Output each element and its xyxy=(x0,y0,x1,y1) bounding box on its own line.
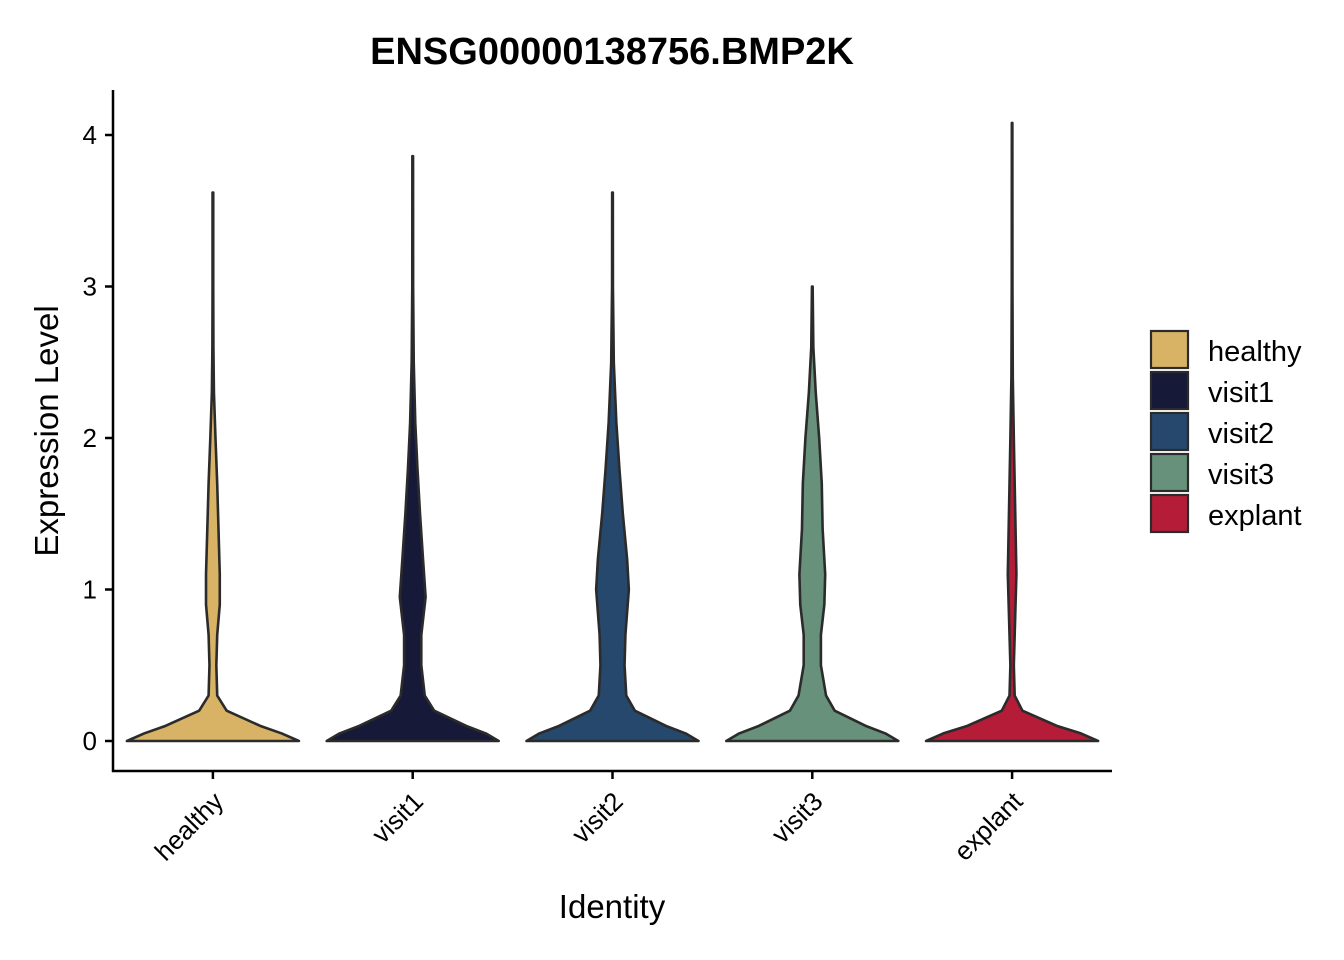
plot-area xyxy=(125,121,1100,743)
violin-explant xyxy=(924,121,1100,743)
legend-key-visit3 xyxy=(1149,452,1190,493)
x-tick-label: visit3 xyxy=(765,786,828,849)
x-axis-title: Identity xyxy=(559,888,666,925)
legend-key-visit2 xyxy=(1149,411,1190,452)
legend-key-explant xyxy=(1149,493,1190,534)
legend-label-visit2: visit2 xyxy=(1208,418,1274,450)
legend-label-visit3: visit3 xyxy=(1208,459,1274,491)
violin-visit1 xyxy=(325,154,500,743)
x-tick-label: healthy xyxy=(149,786,229,866)
x-tick-label: explant xyxy=(948,785,1029,866)
x-tick-label: visit1 xyxy=(366,786,429,849)
violin-healthy xyxy=(125,191,301,743)
legend: healthy visit1 visit2 visit3 explant xyxy=(1149,329,1302,534)
chart-title: ENSG00000138756.BMP2K xyxy=(370,31,854,73)
violin-visit3 xyxy=(725,285,900,743)
y-tick-label: 1 xyxy=(83,575,97,605)
violin-visit2 xyxy=(525,191,700,743)
legend-label-healthy: healthy xyxy=(1208,336,1302,368)
y-tick-label: 4 xyxy=(83,120,97,150)
y-axis-ticks: 0 1 2 3 4 xyxy=(83,120,113,756)
legend-key-visit1 xyxy=(1149,370,1190,411)
legend-label-visit1: visit1 xyxy=(1208,377,1274,409)
x-tick-label: visit2 xyxy=(566,786,629,849)
y-axis-title: Expression Level xyxy=(28,305,65,556)
y-tick-label: 2 xyxy=(83,423,97,453)
y-tick-label: 3 xyxy=(83,272,97,302)
x-axis-ticks: healthy visit1 visit2 visit3 explant xyxy=(149,771,1029,867)
y-tick-label: 0 xyxy=(83,726,97,756)
legend-key-healthy xyxy=(1149,329,1190,370)
legend-label-explant: explant xyxy=(1208,500,1302,532)
